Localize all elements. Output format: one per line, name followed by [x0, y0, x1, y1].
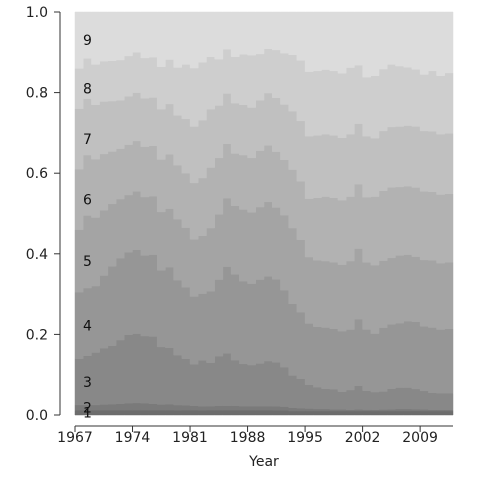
series-label-8: 8: [83, 82, 92, 98]
x-tick-label: 1988: [230, 430, 266, 446]
x-tick-label: 2009: [402, 430, 438, 446]
y-tick-label: 0.8: [26, 86, 48, 102]
x-tick-label: 1995: [287, 430, 323, 446]
series-label-3: 3: [83, 375, 92, 391]
y-axis: 0.0 0.2 0.4 0.6 0.8 1.0: [26, 5, 61, 424]
y-tick-label: 0.6: [26, 166, 48, 182]
series-label-1: 1: [83, 406, 92, 422]
series-label-6: 6: [83, 192, 92, 208]
series-label-2: 2: [83, 401, 92, 417]
series-label-7: 7: [83, 132, 92, 148]
x-tick-label: 1981: [172, 430, 208, 446]
x-axis-label: Year: [248, 454, 279, 470]
y-tick-label: 0.2: [26, 327, 48, 343]
x-tick-label: 2002: [345, 430, 381, 446]
area-layers: [74, 11, 454, 416]
x-tick-label: 1974: [115, 430, 151, 446]
x-axis: 1967 1974 1981 1988 1995 2002 2009: [57, 425, 453, 446]
x-tick-label: 1967: [57, 430, 93, 446]
series-label-9: 9: [83, 33, 92, 49]
y-tick-label: 1.0: [26, 5, 48, 21]
y-tick-label: 0.4: [26, 247, 48, 263]
area-series-9: [74, 11, 454, 78]
y-tick-label: 0.0: [26, 408, 48, 424]
series-label-5: 5: [83, 254, 92, 270]
series-labels: 12 3 4 5 6 7 8 9: [83, 33, 92, 421]
series-label-4: 4: [83, 318, 92, 334]
